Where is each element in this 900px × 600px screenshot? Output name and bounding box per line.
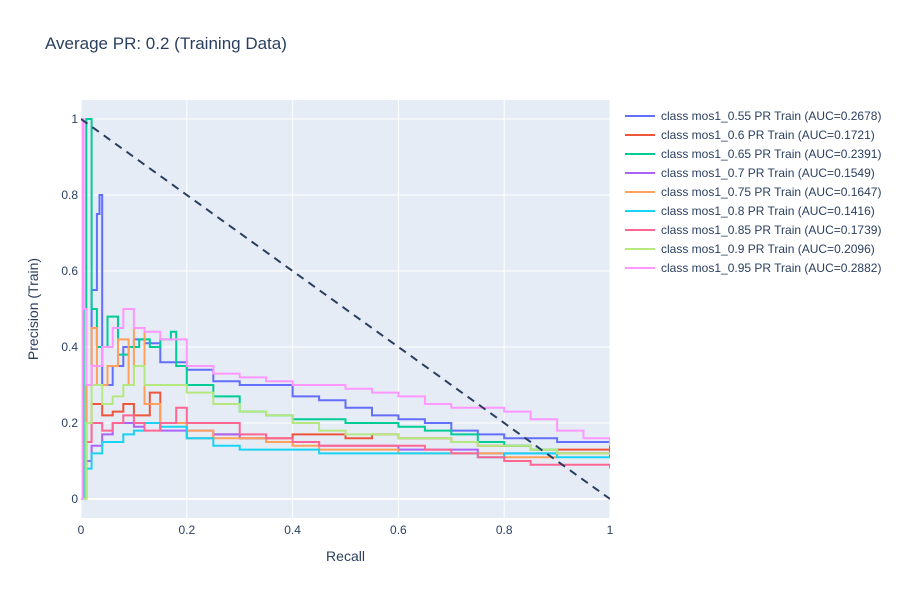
legend-item[interactable]: class mos1_0.7 PR Train (AUC=0.1549) xyxy=(625,163,881,182)
series-line-2 xyxy=(81,118,610,500)
legend-item[interactable]: class mos1_0.8 PR Train (AUC=0.1416) xyxy=(625,201,881,220)
legend-label: class mos1_0.8 PR Train (AUC=0.1416) xyxy=(661,203,875,218)
baseline-diagonal xyxy=(81,118,610,500)
legend-swatch xyxy=(625,209,655,212)
y-tick-label: 0.8 xyxy=(61,188,78,202)
legend-label: class mos1_0.95 PR Train (AUC=0.2882) xyxy=(661,260,882,275)
series-line-7 xyxy=(81,365,610,500)
legend-swatch xyxy=(625,152,655,155)
legend-swatch xyxy=(625,247,655,250)
legend-item[interactable]: class mos1_0.65 PR Train (AUC=0.2391) xyxy=(625,144,881,163)
legend-label: class mos1_0.65 PR Train (AUC=0.2391) xyxy=(661,146,882,161)
x-axis-label: Recall xyxy=(326,548,365,564)
x-tick-label: 0 xyxy=(78,523,85,537)
series-line-8 xyxy=(81,118,610,500)
legend-swatch xyxy=(625,190,655,193)
y-tick-label: 0.4 xyxy=(61,340,78,354)
x-tick-label: 0.8 xyxy=(496,523,513,537)
legend-label: class mos1_0.75 PR Train (AUC=0.1647) xyxy=(661,184,882,199)
legend-item[interactable]: class mos1_0.55 PR Train (AUC=0.2678) xyxy=(625,106,881,125)
y-axis-label: Precision (Train) xyxy=(25,258,41,360)
legend-item[interactable]: class mos1_0.85 PR Train (AUC=0.1739) xyxy=(625,220,881,239)
legend-swatch xyxy=(625,228,655,231)
legend-swatch xyxy=(625,133,655,136)
legend-swatch xyxy=(625,114,655,117)
x-tick-label: 1 xyxy=(607,523,614,537)
x-tick-label: 0.6 xyxy=(390,523,407,537)
series-line-0 xyxy=(81,194,610,500)
legend-item[interactable]: class mos1_0.6 PR Train (AUC=0.1721) xyxy=(625,125,881,144)
x-tick-label: 0.2 xyxy=(178,523,195,537)
legend-label: class mos1_0.55 PR Train (AUC=0.2678) xyxy=(661,108,882,123)
legend-label: class mos1_0.85 PR Train (AUC=0.1739) xyxy=(661,222,882,237)
legend-item[interactable]: class mos1_0.75 PR Train (AUC=0.1647) xyxy=(625,182,881,201)
y-tick-label: 1 xyxy=(71,112,78,126)
legend-swatch xyxy=(625,266,655,269)
chart-title: Average PR: 0.2 (Training Data) xyxy=(45,34,287,53)
legend-label: class mos1_0.7 PR Train (AUC=0.1549) xyxy=(661,165,875,180)
grid-lines xyxy=(80,100,611,518)
series-line-6 xyxy=(81,406,610,500)
series-layer xyxy=(81,118,610,500)
y-tick-label: 0 xyxy=(71,492,78,506)
legend-item[interactable]: class mos1_0.9 PR Train (AUC=0.2096) xyxy=(625,239,881,258)
legend: class mos1_0.55 PR Train (AUC=0.2678) cla… xyxy=(625,106,881,277)
legend-label: class mos1_0.6 PR Train (AUC=0.1721) xyxy=(661,127,875,142)
y-tick-label: 0.2 xyxy=(61,416,78,430)
legend-label: class mos1_0.9 PR Train (AUC=0.2096) xyxy=(661,241,875,256)
tick-labels: 0 0 0.2 0.2 0.4 0.4 0.6 0.6 0.8 0.8 1 1 xyxy=(61,112,613,537)
x-tick-label: 0.4 xyxy=(284,523,301,537)
legend-item[interactable]: class mos1_0.95 PR Train (AUC=0.2882) xyxy=(625,258,881,277)
legend-swatch xyxy=(625,171,655,174)
y-tick-label: 0.6 xyxy=(61,264,78,278)
